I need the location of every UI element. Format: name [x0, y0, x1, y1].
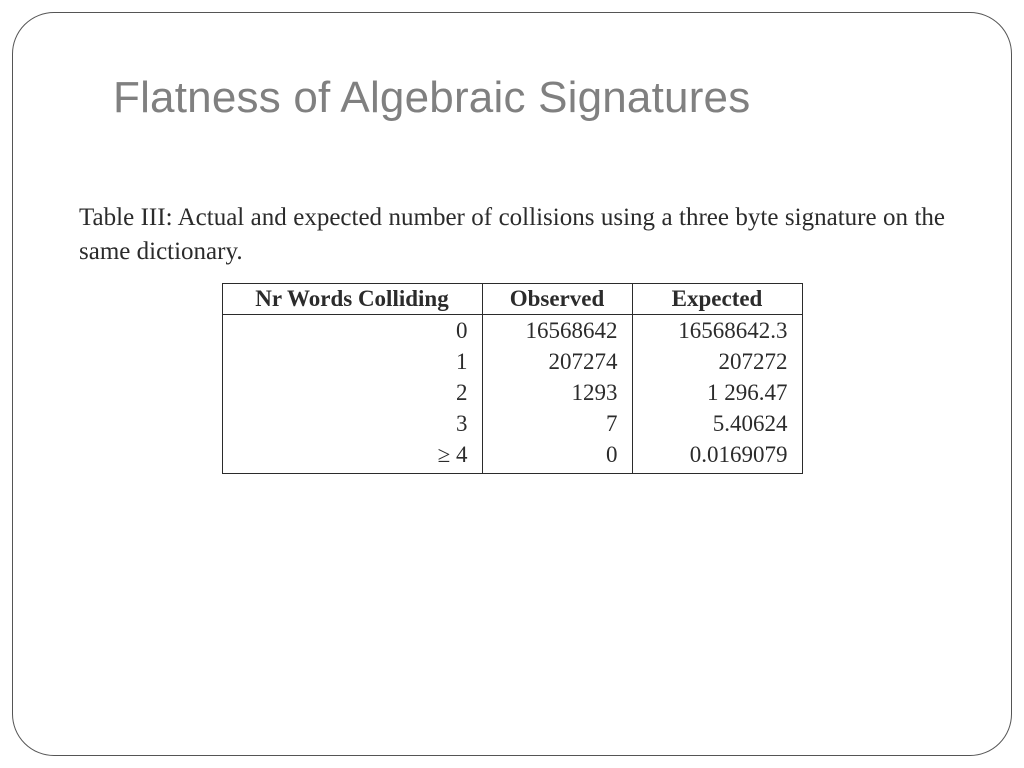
table-row: 0 16568642 16568642.3: [222, 314, 802, 346]
cell-expected: 207272: [632, 346, 802, 377]
table-row: 2 1293 1 296.47: [222, 377, 802, 408]
cell-words: 2: [222, 377, 482, 408]
cell-expected: 1 296.47: [632, 377, 802, 408]
col-header-expected: Expected: [632, 283, 802, 314]
table-header-row: Nr Words Colliding Observed Expected: [222, 283, 802, 314]
cell-words: 3: [222, 408, 482, 439]
cell-observed: 7: [482, 408, 632, 439]
table-row: ≥ 4 0 0.0169079: [222, 439, 802, 474]
cell-words: 1: [222, 346, 482, 377]
col-header-words: Nr Words Colliding: [222, 283, 482, 314]
table-row: 3 7 5.40624: [222, 408, 802, 439]
collisions-table: Nr Words Colliding Observed Expected 0 1…: [222, 283, 803, 474]
cell-observed: 16568642: [482, 314, 632, 346]
cell-expected: 0.0169079: [632, 439, 802, 474]
cell-expected: 16568642.3: [632, 314, 802, 346]
table-caption: Table III: Actual and expected number of…: [79, 201, 945, 269]
slide-frame: Flatness of Algebraic Signatures Table I…: [12, 12, 1012, 756]
cell-expected: 5.40624: [632, 408, 802, 439]
slide-title: Flatness of Algebraic Signatures: [113, 73, 951, 123]
col-header-observed: Observed: [482, 283, 632, 314]
cell-words: ≥ 4: [222, 439, 482, 474]
cell-words: 0: [222, 314, 482, 346]
cell-observed: 0: [482, 439, 632, 474]
table-row: 1 207274 207272: [222, 346, 802, 377]
cell-observed: 207274: [482, 346, 632, 377]
cell-observed: 1293: [482, 377, 632, 408]
